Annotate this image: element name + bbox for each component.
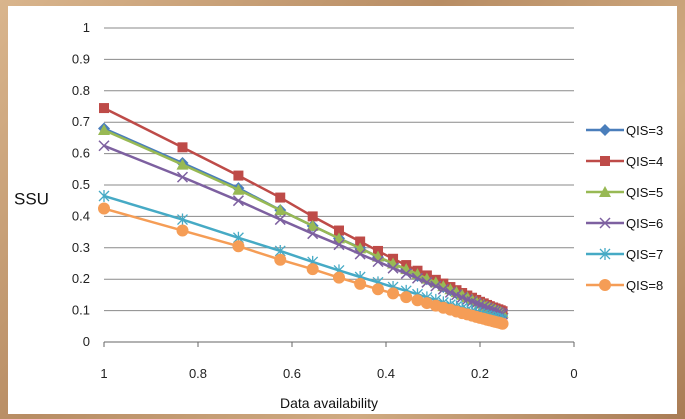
data-point — [411, 272, 424, 284]
data-point — [496, 317, 509, 330]
data-point — [411, 294, 424, 307]
data-point — [232, 240, 245, 253]
legend-marker — [599, 124, 611, 136]
y-tick-label: 0.4 — [72, 208, 90, 223]
data-point — [275, 192, 286, 203]
data-point — [470, 297, 482, 309]
data-point — [387, 262, 399, 274]
data-point — [98, 202, 110, 215]
data-point — [274, 214, 286, 226]
series-qis-4 — [99, 103, 508, 317]
data-point — [354, 277, 367, 290]
x-tick-label: 0.8 — [189, 366, 207, 381]
legend-marker — [599, 186, 611, 197]
gridlines — [104, 27, 574, 343]
legend-marker — [599, 217, 611, 229]
chart-panel: 0 0.1 0.2 0.3 0.4 0.5 0.6 0.7 0.8 0.9 1 1 0.8 0.6 0.4… — [8, 6, 677, 414]
data-point — [450, 289, 463, 301]
y-tick-label: 0.7 — [72, 114, 90, 129]
data-point — [98, 189, 110, 202]
data-point — [421, 276, 433, 288]
legend-item: QIS=7 — [586, 247, 663, 262]
legend-item: QIS=8 — [586, 278, 663, 293]
series-qis-6 — [98, 140, 509, 320]
legend-item: QIS=5 — [586, 185, 663, 200]
legend-label: QIS=6 — [626, 216, 663, 231]
data-point — [99, 103, 109, 114]
legend-label: QIS=3 — [626, 123, 663, 138]
y-axis-title: SSU — [14, 190, 49, 209]
y-axis-ticks: 0 0.1 0.2 0.3 0.4 0.5 0.6 0.7 0.8 0.9 1 — [72, 20, 90, 349]
data-point — [177, 213, 188, 226]
data-point — [334, 225, 344, 236]
data-point — [274, 204, 287, 216]
legend-item: QIS=6 — [586, 216, 663, 231]
data-point — [372, 283, 385, 296]
data-point — [444, 286, 456, 298]
data-point — [176, 158, 189, 170]
data-point — [307, 228, 319, 240]
data-point — [98, 124, 110, 136]
legend-label: QIS=7 — [626, 247, 663, 262]
x-tick-label: 1 — [100, 366, 107, 381]
legend-label: QIS=4 — [626, 154, 663, 169]
x-tick-label: 0 — [570, 366, 577, 381]
legend-item: QIS=4 — [586, 154, 663, 169]
y-tick-label: 0.1 — [72, 303, 90, 318]
data-point — [430, 280, 442, 292]
data-point — [232, 195, 244, 207]
y-tick-label: 0.9 — [72, 51, 90, 66]
data-point — [333, 271, 345, 284]
series-qis-8 — [98, 202, 509, 330]
series-group — [98, 103, 509, 330]
y-tick-label: 1 — [83, 20, 90, 35]
data-point — [387, 287, 400, 300]
x-axis-ticks: 1 0.8 0.6 0.4 0.2 0 — [100, 342, 578, 381]
line-chart: 0 0.1 0.2 0.3 0.4 0.5 0.6 0.7 0.8 0.9 1 1 0.8 0.6 0.4… — [14, 20, 663, 411]
y-tick-label: 0.6 — [72, 146, 90, 161]
data-point — [176, 171, 189, 183]
data-point — [232, 183, 245, 195]
legend: QIS=3 QIS=4 QIS=5 QIS=6 QIS=7 QIS=8 — [586, 123, 663, 293]
data-point — [372, 256, 384, 268]
data-point — [400, 268, 412, 280]
legend-item: QIS=3 — [586, 123, 663, 138]
data-point — [333, 239, 345, 251]
data-point — [98, 140, 110, 152]
data-point — [400, 291, 413, 304]
data-point — [306, 219, 319, 231]
legend-label: QIS=8 — [626, 278, 663, 293]
data-point — [355, 236, 366, 247]
y-tick-label: 0.3 — [72, 240, 90, 255]
data-point — [306, 263, 319, 276]
data-point — [177, 142, 188, 153]
x-tick-label: 0.2 — [471, 366, 489, 381]
y-tick-label: 0 — [83, 334, 90, 349]
y-tick-label: 0.8 — [72, 83, 90, 98]
x-axis-title: Data availability — [280, 395, 378, 411]
data-point — [233, 170, 244, 181]
x-tick-label: 0.6 — [283, 366, 301, 381]
legend-marker — [599, 248, 611, 260]
legend-marker — [599, 279, 611, 291]
y-tick-label: 0.2 — [72, 271, 90, 286]
data-point — [437, 283, 449, 295]
data-point — [274, 253, 287, 266]
y-tick-label: 0.5 — [72, 177, 90, 192]
x-tick-label: 0.4 — [377, 366, 395, 381]
legend-marker — [600, 156, 610, 166]
legend-label: QIS=5 — [626, 185, 663, 200]
data-point — [176, 224, 189, 237]
data-point — [354, 248, 366, 260]
data-point — [307, 211, 318, 222]
